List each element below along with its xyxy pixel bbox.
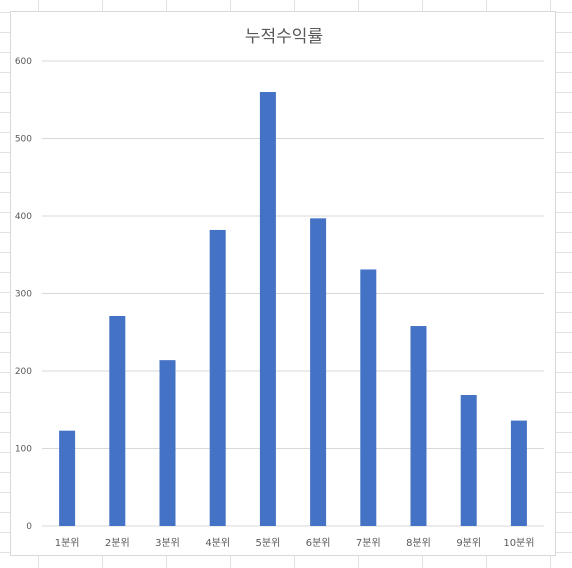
bars — [59, 92, 527, 526]
x-category-label: 1분위 — [55, 536, 80, 549]
x-category-label: 10분위 — [503, 536, 534, 549]
x-category-label: 6분위 — [306, 536, 331, 549]
y-tick-label: 0 — [26, 522, 32, 532]
y-tick-label: 300 — [15, 290, 32, 300]
x-category-label: 9분위 — [456, 536, 481, 549]
x-category-label: 3분위 — [155, 536, 180, 549]
y-tick-label: 200 — [15, 367, 32, 377]
y-tick-label: 100 — [15, 445, 32, 455]
x-category-label: 5분위 — [256, 536, 281, 549]
bar-10분위[interactable] — [510, 420, 527, 526]
x-category-label: 8분위 — [406, 536, 431, 549]
bar-6분위[interactable] — [310, 218, 327, 526]
gridlines — [42, 60, 544, 527]
bar-7분위[interactable] — [360, 269, 377, 526]
bar-4분위[interactable] — [209, 229, 226, 526]
x-category-label: 7분위 — [356, 536, 381, 549]
x-category-label: 2분위 — [105, 536, 130, 549]
bar-5분위[interactable] — [259, 92, 276, 526]
y-tick-label: 400 — [15, 212, 32, 222]
bar-3분위[interactable] — [159, 360, 176, 526]
y-axis-tick-labels: 0 100 200 300 400 500 600 — [15, 57, 32, 532]
y-tick-label: 500 — [15, 135, 32, 145]
chart-title: 누적수익률 — [245, 27, 323, 47]
y-tick-label: 600 — [15, 57, 32, 67]
bar-1분위[interactable] — [59, 430, 76, 526]
bar-2분위[interactable] — [109, 315, 126, 526]
bar-9분위[interactable] — [460, 395, 477, 526]
x-axis-category-labels: 1분위 2분위 3분위 4분위 5분위 6분위 7분위 8분위 9분위 10분위 — [55, 536, 535, 549]
bar-8분위[interactable] — [410, 326, 427, 526]
x-category-label: 4분위 — [205, 536, 230, 549]
